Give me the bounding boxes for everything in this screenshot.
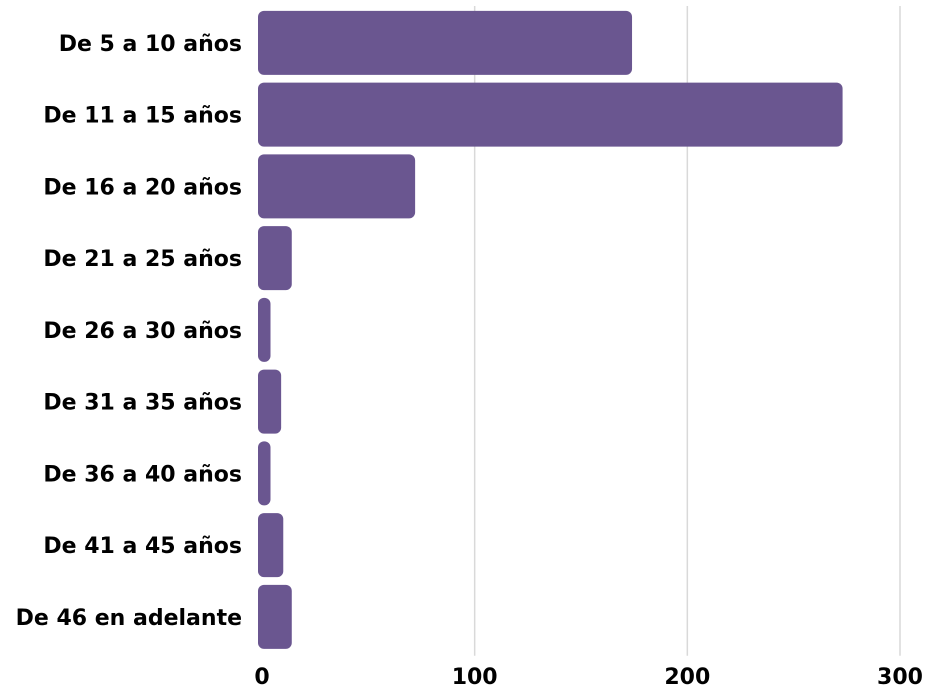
category-label: De 11 a 15 años xyxy=(43,104,242,129)
bar xyxy=(258,513,284,578)
x-tick-label: 100 xyxy=(452,665,498,690)
category-label: De 26 a 30 años xyxy=(43,319,242,344)
bar xyxy=(258,82,843,147)
x-tick-label: 300 xyxy=(877,665,923,690)
bars xyxy=(258,10,843,649)
bar xyxy=(258,369,282,434)
category-label: De 5 a 10 años xyxy=(59,32,242,57)
category-label: De 31 a 35 años xyxy=(43,391,242,416)
x-axis-tick-labels: 0 100 200 300 xyxy=(254,665,923,690)
x-tick-label: 200 xyxy=(664,665,710,690)
bar xyxy=(258,10,633,75)
x-tick-label: 0 xyxy=(254,665,269,690)
bar xyxy=(258,154,416,219)
category-label: De 21 a 25 años xyxy=(43,247,242,272)
bar xyxy=(258,584,292,649)
category-label: De 41 a 45 años xyxy=(43,534,242,559)
bar xyxy=(258,226,292,291)
category-label: De 46 en adelante xyxy=(16,606,242,631)
category-labels: De 5 a 10 años De 11 a 15 años De 16 a 20 … xyxy=(16,32,242,631)
category-label: De 16 a 20 años xyxy=(43,175,242,200)
bar xyxy=(258,297,271,362)
bar xyxy=(258,441,271,506)
category-label: De 36 a 40 años xyxy=(43,462,242,487)
